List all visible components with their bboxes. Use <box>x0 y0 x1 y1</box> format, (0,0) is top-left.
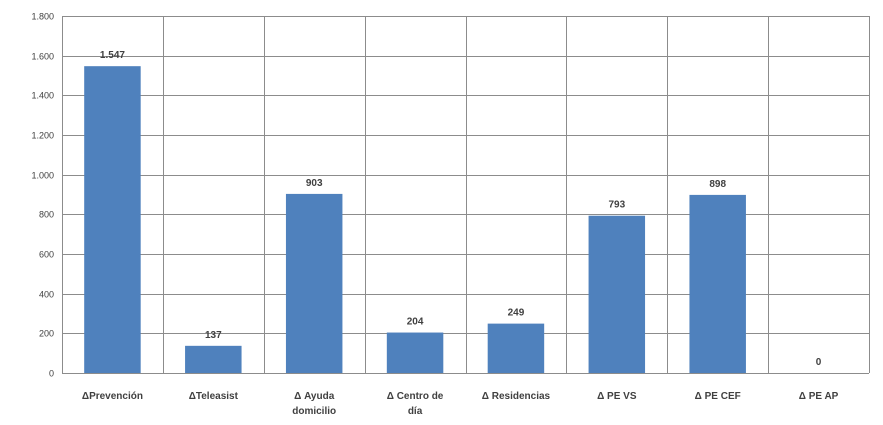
y-tick-label: 1.800 <box>31 12 54 22</box>
y-tick-label: 0 <box>49 369 54 379</box>
x-tick-label: ΔPrevención <box>82 391 143 402</box>
bar <box>386 332 444 373</box>
x-tick-label: día <box>408 406 423 417</box>
data-label: 0 <box>816 357 822 368</box>
x-tick-label: Δ PE CEF <box>695 391 741 402</box>
x-tick-label: Δ Ayuda <box>294 391 335 402</box>
x-tick-label: Δ PE VS <box>597 391 637 402</box>
bar-layer <box>84 66 746 373</box>
bar <box>487 323 545 373</box>
y-tick-label: 1.000 <box>31 171 54 181</box>
y-tick-label: 1.600 <box>31 52 54 62</box>
data-label: 137 <box>205 330 222 341</box>
bar <box>285 193 343 373</box>
x-tick-label: Δ Centro de <box>387 391 444 402</box>
y-tick-label: 1.200 <box>31 131 54 141</box>
x-tick-label: domicilio <box>292 406 336 417</box>
data-label: 903 <box>306 178 323 189</box>
data-label: 793 <box>608 200 625 211</box>
y-tick-label: 200 <box>39 329 54 339</box>
y-tick-label: 1.400 <box>31 91 54 101</box>
y-tick-label: 400 <box>39 290 54 300</box>
grid-layer <box>62 16 870 374</box>
y-tick-label: 800 <box>39 210 54 220</box>
x-tick-label: ΔTeleasist <box>189 391 239 402</box>
y-tick-label: 600 <box>39 250 54 260</box>
data-label: 898 <box>709 179 726 190</box>
bar <box>588 215 646 373</box>
data-label: 1.547 <box>100 50 125 61</box>
label-layer: 0 200 400 600 800 1.000 1.200 1.400 1.600 1.800 1.… <box>31 12 838 418</box>
bar <box>84 66 141 373</box>
data-label: 204 <box>407 317 424 328</box>
bar <box>689 194 746 373</box>
bar <box>185 345 242 373</box>
data-label: 249 <box>508 308 525 319</box>
x-tick-label: Δ PE AP <box>799 391 839 402</box>
x-tick-label: Δ Residencias <box>482 391 551 402</box>
